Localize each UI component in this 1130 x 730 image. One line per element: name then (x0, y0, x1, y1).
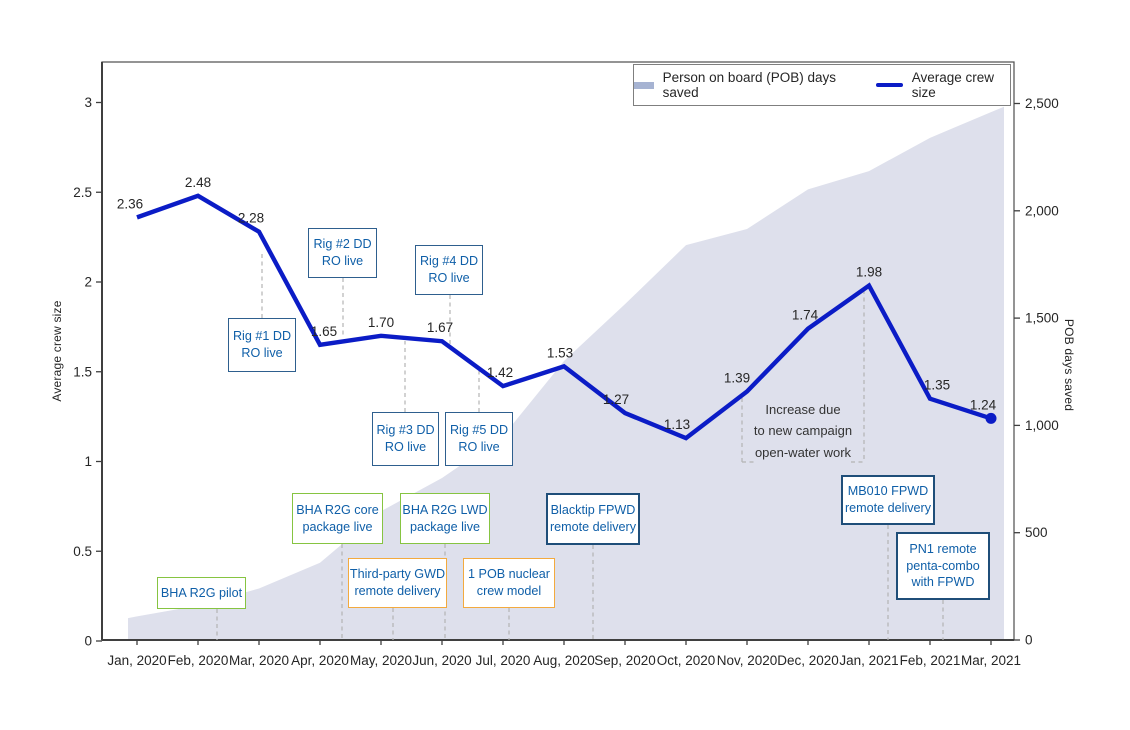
annotation-pn1-remote-penta-combo-with-fpwd: PN1 remote penta-combo with FPWD (896, 532, 990, 600)
annotation-line: remote delivery (549, 520, 637, 534)
annotation-increase-note: Increase due to new campaign open-water wo… (744, 398, 862, 464)
data-label: 2.36 (117, 196, 143, 211)
annotation-line: Rig #2 DD (313, 237, 372, 252)
data-label: 1.35 (924, 378, 950, 393)
x-tick-label: Feb, 2020 (168, 653, 229, 668)
legend-line-swatch-icon (875, 83, 903, 87)
data-label: 1.39 (724, 370, 750, 385)
x-tick-label: Mar, 2021 (961, 653, 1021, 668)
annotation-line: Increase due (765, 402, 841, 418)
data-label: 1.53 (547, 345, 573, 360)
legend-area-swatch-icon (634, 81, 654, 89)
left-tick-label: 0 (84, 634, 92, 649)
x-tick-label: Jan, 2021 (839, 653, 898, 668)
annotation-line: Rig #3 DD (376, 423, 435, 438)
data-label: 1.42 (487, 365, 513, 380)
annotation-line: RO live (321, 254, 364, 268)
annotation-rig5-dd-ro-live: Rig #5 DD RO live (445, 412, 513, 466)
annotation-line: BHA R2G core (296, 502, 379, 517)
x-tick-label: Dec, 2020 (777, 653, 839, 668)
annotation-line: Rig #4 DD (419, 254, 479, 269)
right-tick-label: 2,500 (1025, 96, 1059, 111)
annotation-line: Rig #1 DD (232, 329, 292, 344)
x-tick-label: Aug, 2020 (533, 653, 595, 668)
data-label: 1.67 (427, 320, 453, 335)
data-label: 2.28 (238, 211, 264, 226)
x-tick-label: Apr, 2020 (291, 653, 349, 668)
annotation-rig4-dd-ro-live: Rig #4 DD RO live (415, 245, 483, 295)
x-tick-label: Nov, 2020 (717, 653, 778, 668)
annotation-line: Third-party GWD (349, 567, 446, 582)
x-tick-label: Jun, 2020 (412, 653, 471, 668)
annotation-line: penta-combo (906, 558, 980, 573)
data-label: 1.27 (603, 392, 629, 407)
annotation-rig3-dd-ro-live: Rig #3 DD RO live (372, 412, 439, 466)
average-crew-size-line (136, 193, 992, 441)
annotation-1-pob-nuclear-crew-model: 1 POB nuclear crew model (463, 558, 555, 608)
x-tick-label: May, 2020 (350, 653, 412, 668)
left-tick-label: 2 (84, 275, 92, 290)
left-tick-label: 1 (84, 454, 92, 469)
x-tick-label: Sep, 2020 (594, 653, 656, 668)
legend: Person on board (POB) days saved Average… (633, 64, 1011, 106)
annotation-third-party-gwd-remote-delivery: Third-party GWD remote delivery (348, 558, 447, 608)
left-tick-label: 3 (84, 95, 92, 110)
annotation-line: with FPWD (911, 575, 975, 590)
right-tick-label: 500 (1025, 525, 1048, 540)
annotation-line: Blacktip FPWD (550, 503, 636, 518)
annotation-line: remote delivery (354, 584, 441, 598)
annotation-rig1-dd-ro-live: Rig #1 DD RO live (228, 318, 296, 372)
annotation-line: RO live (428, 271, 470, 285)
annotation-line: remote delivery (844, 501, 932, 515)
data-label: 1.24 (970, 397, 997, 412)
left-tick-label: 2.5 (73, 185, 92, 200)
data-label: 1.13 (664, 417, 690, 432)
data-label: 1.98 (856, 265, 882, 280)
legend-area-label: Person on board (POB) days saved (662, 70, 836, 100)
annotation-line: 1 POB nuclear (468, 567, 550, 582)
right-tick-label: 0 (1025, 633, 1033, 648)
annotation-line: crew model (476, 584, 542, 598)
left-axis-title: Average crew size (50, 300, 64, 402)
annotation-line: BHA R2G pilot (160, 585, 243, 600)
x-tick-label: Feb, 2021 (900, 653, 961, 668)
x-tick-label: Mar, 2020 (229, 653, 289, 668)
data-label: 2.48 (185, 175, 211, 190)
annotation-line: MB010 FPWD (847, 484, 929, 499)
data-label: 1.70 (368, 315, 394, 330)
left-tick-label: 0.5 (73, 544, 92, 559)
annotation-line: BHA R2G LWD (402, 502, 488, 517)
annotation-line: PN1 remote (909, 541, 977, 556)
legend-line-label: Average crew size (911, 70, 995, 100)
line-end-marker (985, 412, 997, 424)
annotation-blacktip-fpwd-remote-delivery: Blacktip FPWD remote delivery (546, 493, 640, 545)
annotation-line: RO live (458, 440, 500, 454)
annotation-bha-r2g-core-package-live: BHA R2G core package live (292, 493, 383, 544)
annotation-bha-r2g-pilot: BHA R2G pilot (157, 577, 246, 609)
data-label: 1.74 (792, 308, 819, 323)
left-tick-label: 1.5 (73, 364, 92, 379)
annotation-line: RO live (384, 440, 427, 454)
right-tick-label: 1,500 (1025, 311, 1059, 326)
annotation-line: open-water work (754, 444, 852, 460)
annotation-line: package live (409, 519, 480, 534)
annotation-line: to new campaign (753, 423, 853, 439)
annotation-bha-r2g-lwd-package-live: BHA R2G LWD package live (400, 493, 490, 544)
data-label: 1.65 (311, 324, 337, 339)
annotation-mb010-fpwd-remote-delivery: MB010 FPWD remote delivery (841, 475, 935, 525)
x-tick-label: Jan, 2020 (107, 653, 166, 668)
right-tick-label: 2,000 (1025, 203, 1059, 218)
annotation-rig2-dd-ro-live: Rig #2 DD RO live (308, 228, 377, 278)
right-tick-label: 1,000 (1025, 418, 1059, 433)
x-tick-label: Oct, 2020 (657, 653, 716, 668)
annotation-line: Rig #5 DD (449, 423, 509, 438)
right-axis-title: POB days saved (1062, 318, 1076, 412)
annotation-line: package live (302, 519, 373, 534)
annotation-line: RO live (241, 346, 283, 360)
x-tick-label: Jul, 2020 (476, 653, 531, 668)
pob-days-saved-area (128, 106, 1004, 641)
